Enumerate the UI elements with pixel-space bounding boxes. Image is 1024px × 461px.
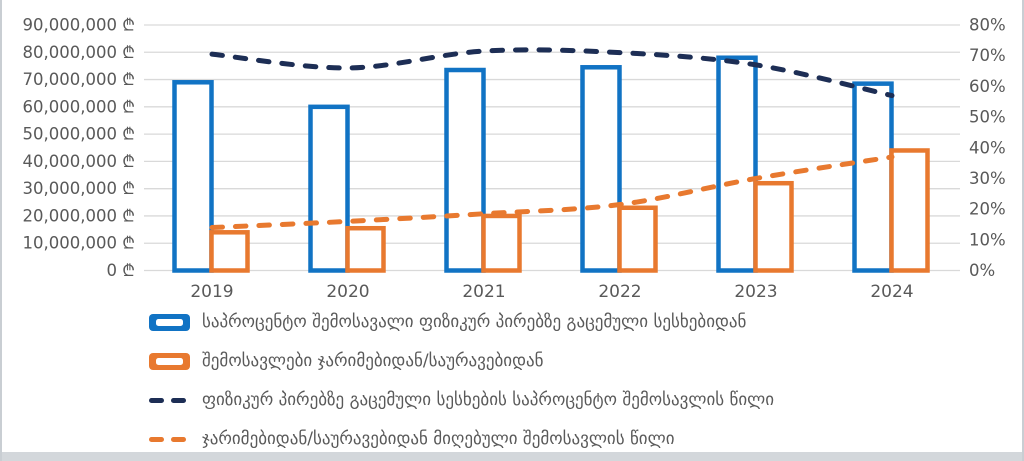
left-axis-tick-label: 0 ₾ [107,261,135,280]
bar-orange-2022 [617,205,658,273]
right-axis-tick-label: 0% [969,261,995,280]
right-axis-tick-label: 80% [969,16,1006,35]
bar-orange-2020 [345,225,386,273]
bar-blue-2020 [308,104,350,273]
legend-label-interest-income: საპროცენტო შემოსავალი ფიზიკურ პირებზე გა… [202,312,747,332]
legend-label-fines-share: ჯარიმებიდან/საურავებიდან მიღებული შემოსა… [202,429,675,449]
left-axis-tick-label: 50,000,000 ₾ [23,125,135,144]
right-axis-tick-label: 30% [969,169,1006,188]
left-axis-tick-label: 40,000,000 ₾ [23,152,135,171]
bar-orange-2019 [209,230,250,273]
x-axis-tick-label: 2022 [598,282,641,302]
bar-blue-2024 [852,81,894,273]
x-axis-tick-label: 2020 [326,282,369,302]
legend-item-interest-income: საპროცენტო შემოსავალი ფიზიკურ პირებზე გა… [149,309,774,335]
legend-key-orange-bar-icon [149,352,190,370]
legend-item-fines-share: ჯარიმებიდან/საურავებიდან მიღებული შემოსა… [149,426,774,452]
legend-key-navy-dash-icon [149,397,190,403]
line-orange [209,154,895,231]
bar-blue-2022 [580,65,622,273]
right-axis-tick-label: 20% [969,200,1006,219]
right-axis-tick-label: 50% [969,108,1006,127]
legend-key-bar-stripe [156,357,183,365]
left-axis-tick-label: 80,000,000 ₾ [23,43,135,62]
right-axis-tick-label: 60% [969,77,1006,96]
bar-orange-2024 [889,148,930,273]
chart-legend: საპროცენტო შემოსავალი ფიზიკურ პირებზე გა… [149,309,774,452]
bar-blue-2019 [172,80,214,273]
legend-label-fines-income: შემოსავლები ჯარიმებიდან/საურავებიდან [202,351,544,371]
left-axis-tick-label: 30,000,000 ₾ [23,179,135,198]
right-axis-tick-label: 70% [969,46,1006,65]
legend-item-fines-income: შემოსავლები ჯარიმებიდან/საურავებიდან [149,348,774,374]
x-axis-tick-label: 2023 [734,282,777,302]
legend-key-orange-dash-icon [149,436,190,442]
left-axis-tick-label: 60,000,000 ₾ [23,97,135,116]
bar-blue-2023 [716,55,758,273]
legend-key-blue-bar-icon [149,313,190,331]
right-axis-tick-label: 10% [969,230,1006,249]
line-navy [209,47,895,99]
left-axis-tick-label: 70,000,000 ₾ [23,70,135,89]
x-axis-tick-label: 2021 [462,282,505,302]
left-axis-tick-label: 10,000,000 ₾ [23,234,135,253]
legend-label-interest-share: ფიზიკურ პირებზე გაცემული სესხების საპროც… [202,390,775,410]
legend-key-bar-stripe [156,318,183,326]
window-bottom-edge [2,452,1022,461]
legend-item-interest-share: ფიზიკურ პირებზე გაცემული სესხების საპროც… [149,387,774,413]
right-axis-tick-label: 40% [969,138,1006,157]
bar-orange-2023 [753,180,794,273]
x-axis-tick-label: 2019 [190,282,233,302]
x-axis-tick-label: 2024 [870,282,913,302]
left-axis-tick-label: 20,000,000 ₾ [23,206,135,225]
bar-blue-2021 [444,67,486,273]
bar-orange-2021 [481,213,522,273]
left-axis-tick-label: 90,000,000 ₾ [23,16,135,35]
